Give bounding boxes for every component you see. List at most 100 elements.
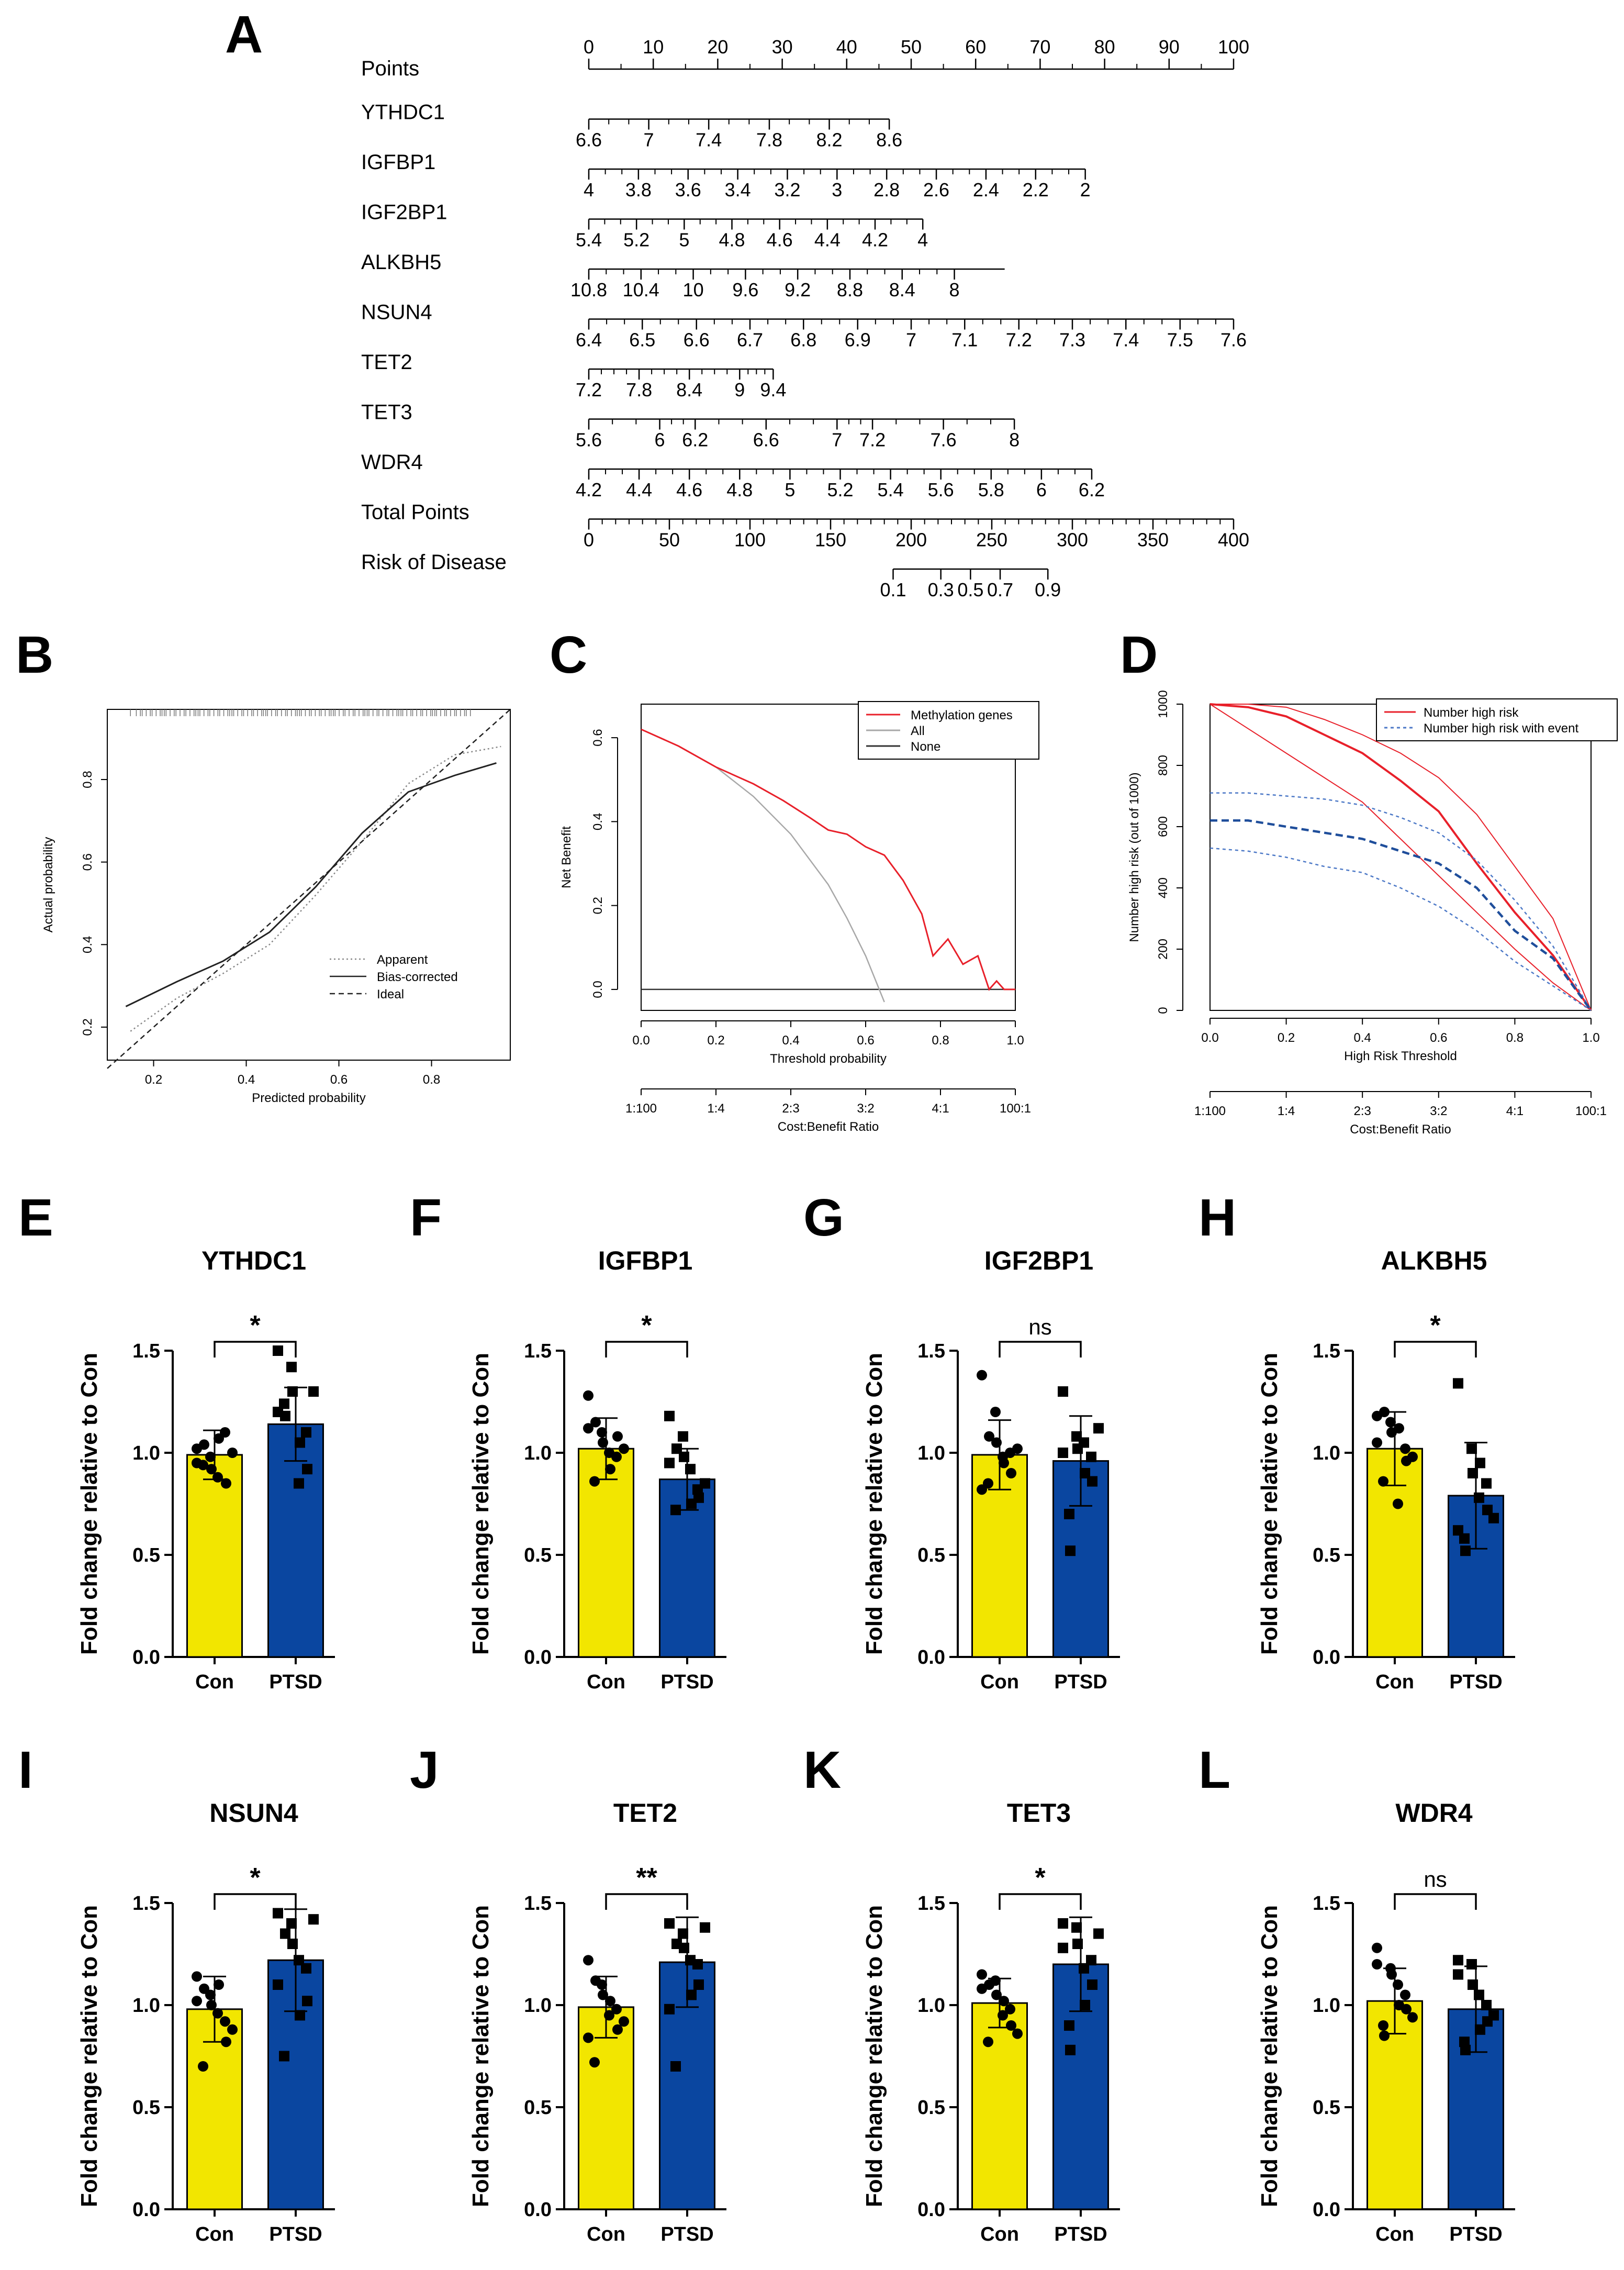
cost-benefit-tick-label: 3:2 xyxy=(857,1101,874,1116)
cost-benefit-tick-label: 4:1 xyxy=(1506,1104,1524,1118)
panel-label-f: F xyxy=(410,1188,442,1247)
data-point-ptsd xyxy=(1079,1437,1089,1448)
data-point-ptsd xyxy=(1466,1959,1477,1969)
series-bias-corrected xyxy=(125,762,497,1007)
tick-label: 7.4 xyxy=(1113,329,1139,351)
significance-label: * xyxy=(250,1863,261,1893)
data-point-con xyxy=(192,1996,202,2007)
data-point-con xyxy=(214,1433,224,1444)
nomogram-row-tet2: TET2 7.2 7.8 8.4 9 9.4 xyxy=(361,351,786,400)
tick-label: 5.6 xyxy=(576,429,602,451)
significance-label: * xyxy=(1035,1863,1046,1893)
tick-label: 8.4 xyxy=(889,279,915,301)
y-tick-label: 0.0 xyxy=(132,1646,160,1668)
legend-label: Apparent xyxy=(377,953,428,967)
data-point-ptsd xyxy=(1474,1492,1484,1503)
data-point-ptsd xyxy=(1474,1989,1484,2000)
tick-label: 2 xyxy=(1080,179,1091,201)
tick-label: 60 xyxy=(965,36,986,58)
significance-bracket xyxy=(605,1893,688,1910)
y-tick-label: 0.0 xyxy=(591,981,605,998)
tick-label: 20 xyxy=(707,36,728,58)
tick-label: 90 xyxy=(1159,36,1180,58)
data-point-ptsd xyxy=(664,2004,675,2015)
bar-panel-e: E YTHDC1 0.0 0.5 1.0 1.5 Fold change relative … xyxy=(18,1188,335,1693)
tick-label: 9.4 xyxy=(760,379,786,400)
data-point-con xyxy=(605,1996,615,2007)
data-point-ptsd xyxy=(1482,1505,1493,1516)
data-point-con xyxy=(977,1969,987,1980)
legend-box xyxy=(1376,698,1618,741)
data-point-ptsd xyxy=(273,1979,283,1990)
data-point-con xyxy=(227,1448,238,1458)
bar-con xyxy=(578,1448,634,1658)
bar-panel-l: L WDR4 0.0 0.5 1.0 1.5 Fold change relative to… xyxy=(1199,1741,1515,2245)
panel-d-clinical-impact: D 0.0 0.2 0.4 0.6 0.8 1.0 High Risk Threshold 0 2… xyxy=(1120,626,1618,1137)
data-point-con xyxy=(1006,2020,1016,2031)
data-point-ptsd xyxy=(1080,1468,1090,1478)
tick-label: 7.8 xyxy=(756,129,782,151)
data-point-con xyxy=(589,2057,600,2068)
data-point-con xyxy=(1006,1468,1016,1478)
tick-label: 8.2 xyxy=(816,129,843,151)
bar-title: TET3 xyxy=(1007,1798,1071,1828)
tick-label: 9.2 xyxy=(785,279,811,301)
tick-label: 7.1 xyxy=(951,329,978,351)
bar-panel-h: H ALKBH5 0.0 0.5 1.0 1.5 Fold change relative … xyxy=(1199,1188,1515,1693)
data-point-con xyxy=(1372,1942,1382,1953)
data-point-ptsd xyxy=(1475,2024,1485,2035)
bar-title: ALKBH5 xyxy=(1381,1246,1487,1275)
tick-label: 200 xyxy=(895,529,927,551)
cost-benefit-tick-label: 2:3 xyxy=(1354,1104,1371,1118)
y-tick-label: 0.6 xyxy=(81,853,95,871)
tick-label: 5.8 xyxy=(978,479,1004,500)
data-point-ptsd xyxy=(280,1928,290,1939)
data-point-ptsd xyxy=(670,1505,681,1516)
series-ideal xyxy=(107,709,511,1069)
data-point-ptsd xyxy=(1460,2044,1471,2055)
data-point-ptsd xyxy=(1064,2020,1074,2031)
panel-label-j: J xyxy=(410,1741,439,1799)
panel-label-i: I xyxy=(18,1741,33,1799)
panel-label-e: E xyxy=(18,1188,53,1247)
data-point-ptsd xyxy=(671,1443,682,1454)
y-axis-title: Fold change relative to Con xyxy=(468,1905,494,2207)
tick-label: 6 xyxy=(1036,479,1047,500)
y-axis-title: Fold change relative to Con xyxy=(76,1905,102,2207)
series-high-risk-upper xyxy=(1210,704,1592,1011)
data-point-con xyxy=(198,2061,208,2072)
cost-benefit-tick-label: 4:1 xyxy=(932,1101,949,1116)
tick-label: 2.6 xyxy=(923,179,949,201)
x-axis-title: Predicted probability xyxy=(252,1091,365,1105)
data-point-con xyxy=(598,1437,608,1448)
bar-panels: E YTHDC1 0.0 0.5 1.0 1.5 Fold change relative … xyxy=(18,1188,1515,2245)
panel-c-decision-curve: C 0.0 0.2 0.4 0.6 0.8 1.0 Threshold probability… xyxy=(550,626,1039,1134)
tick-label: 5.2 xyxy=(827,479,853,500)
tick-label: 0.5 xyxy=(957,579,983,600)
data-point-ptsd xyxy=(1079,1963,1089,1974)
x-tick-label: PTSD xyxy=(1449,2223,1502,2245)
cost-benefit-tick-label: 100:1 xyxy=(1000,1101,1031,1116)
data-point-ptsd xyxy=(1058,1386,1068,1397)
tick-label: 3 xyxy=(832,179,842,201)
row-label-igf2bp1: IGF2BP1 xyxy=(361,201,447,224)
y-axis-title: Fold change relative to Con xyxy=(1257,1353,1282,1655)
y-tick-label: 1.0 xyxy=(1313,1995,1340,2017)
data-point-ptsd xyxy=(1086,1451,1096,1462)
tick-label: 0.1 xyxy=(880,579,906,600)
y-tick-label: 0.2 xyxy=(591,897,605,914)
tick-label: 40 xyxy=(836,36,857,58)
data-point-con xyxy=(1005,2004,1015,2015)
y-tick-label: 1.5 xyxy=(1313,1893,1340,1915)
x-tick-label: 0.8 xyxy=(932,1033,949,1048)
data-point-ptsd xyxy=(1093,1423,1104,1434)
nomogram-row-alkbh5: ALKBH5 10.8 10.4 10 9.6 9.2 8.8 8.4 8 xyxy=(361,251,1005,301)
tick-label: 30 xyxy=(772,36,793,58)
y-tick-label: 1.5 xyxy=(917,1340,945,1362)
tick-label: 4.4 xyxy=(626,479,652,500)
x-tick-label: 0.6 xyxy=(1430,1031,1447,1045)
significance-bracket xyxy=(1394,1893,1477,1910)
nomogram-row-total-points: Total Points 0 50 100 150 200 250 300 350 400 xyxy=(361,501,1249,551)
y-tick-label: 1.0 xyxy=(917,1442,945,1464)
